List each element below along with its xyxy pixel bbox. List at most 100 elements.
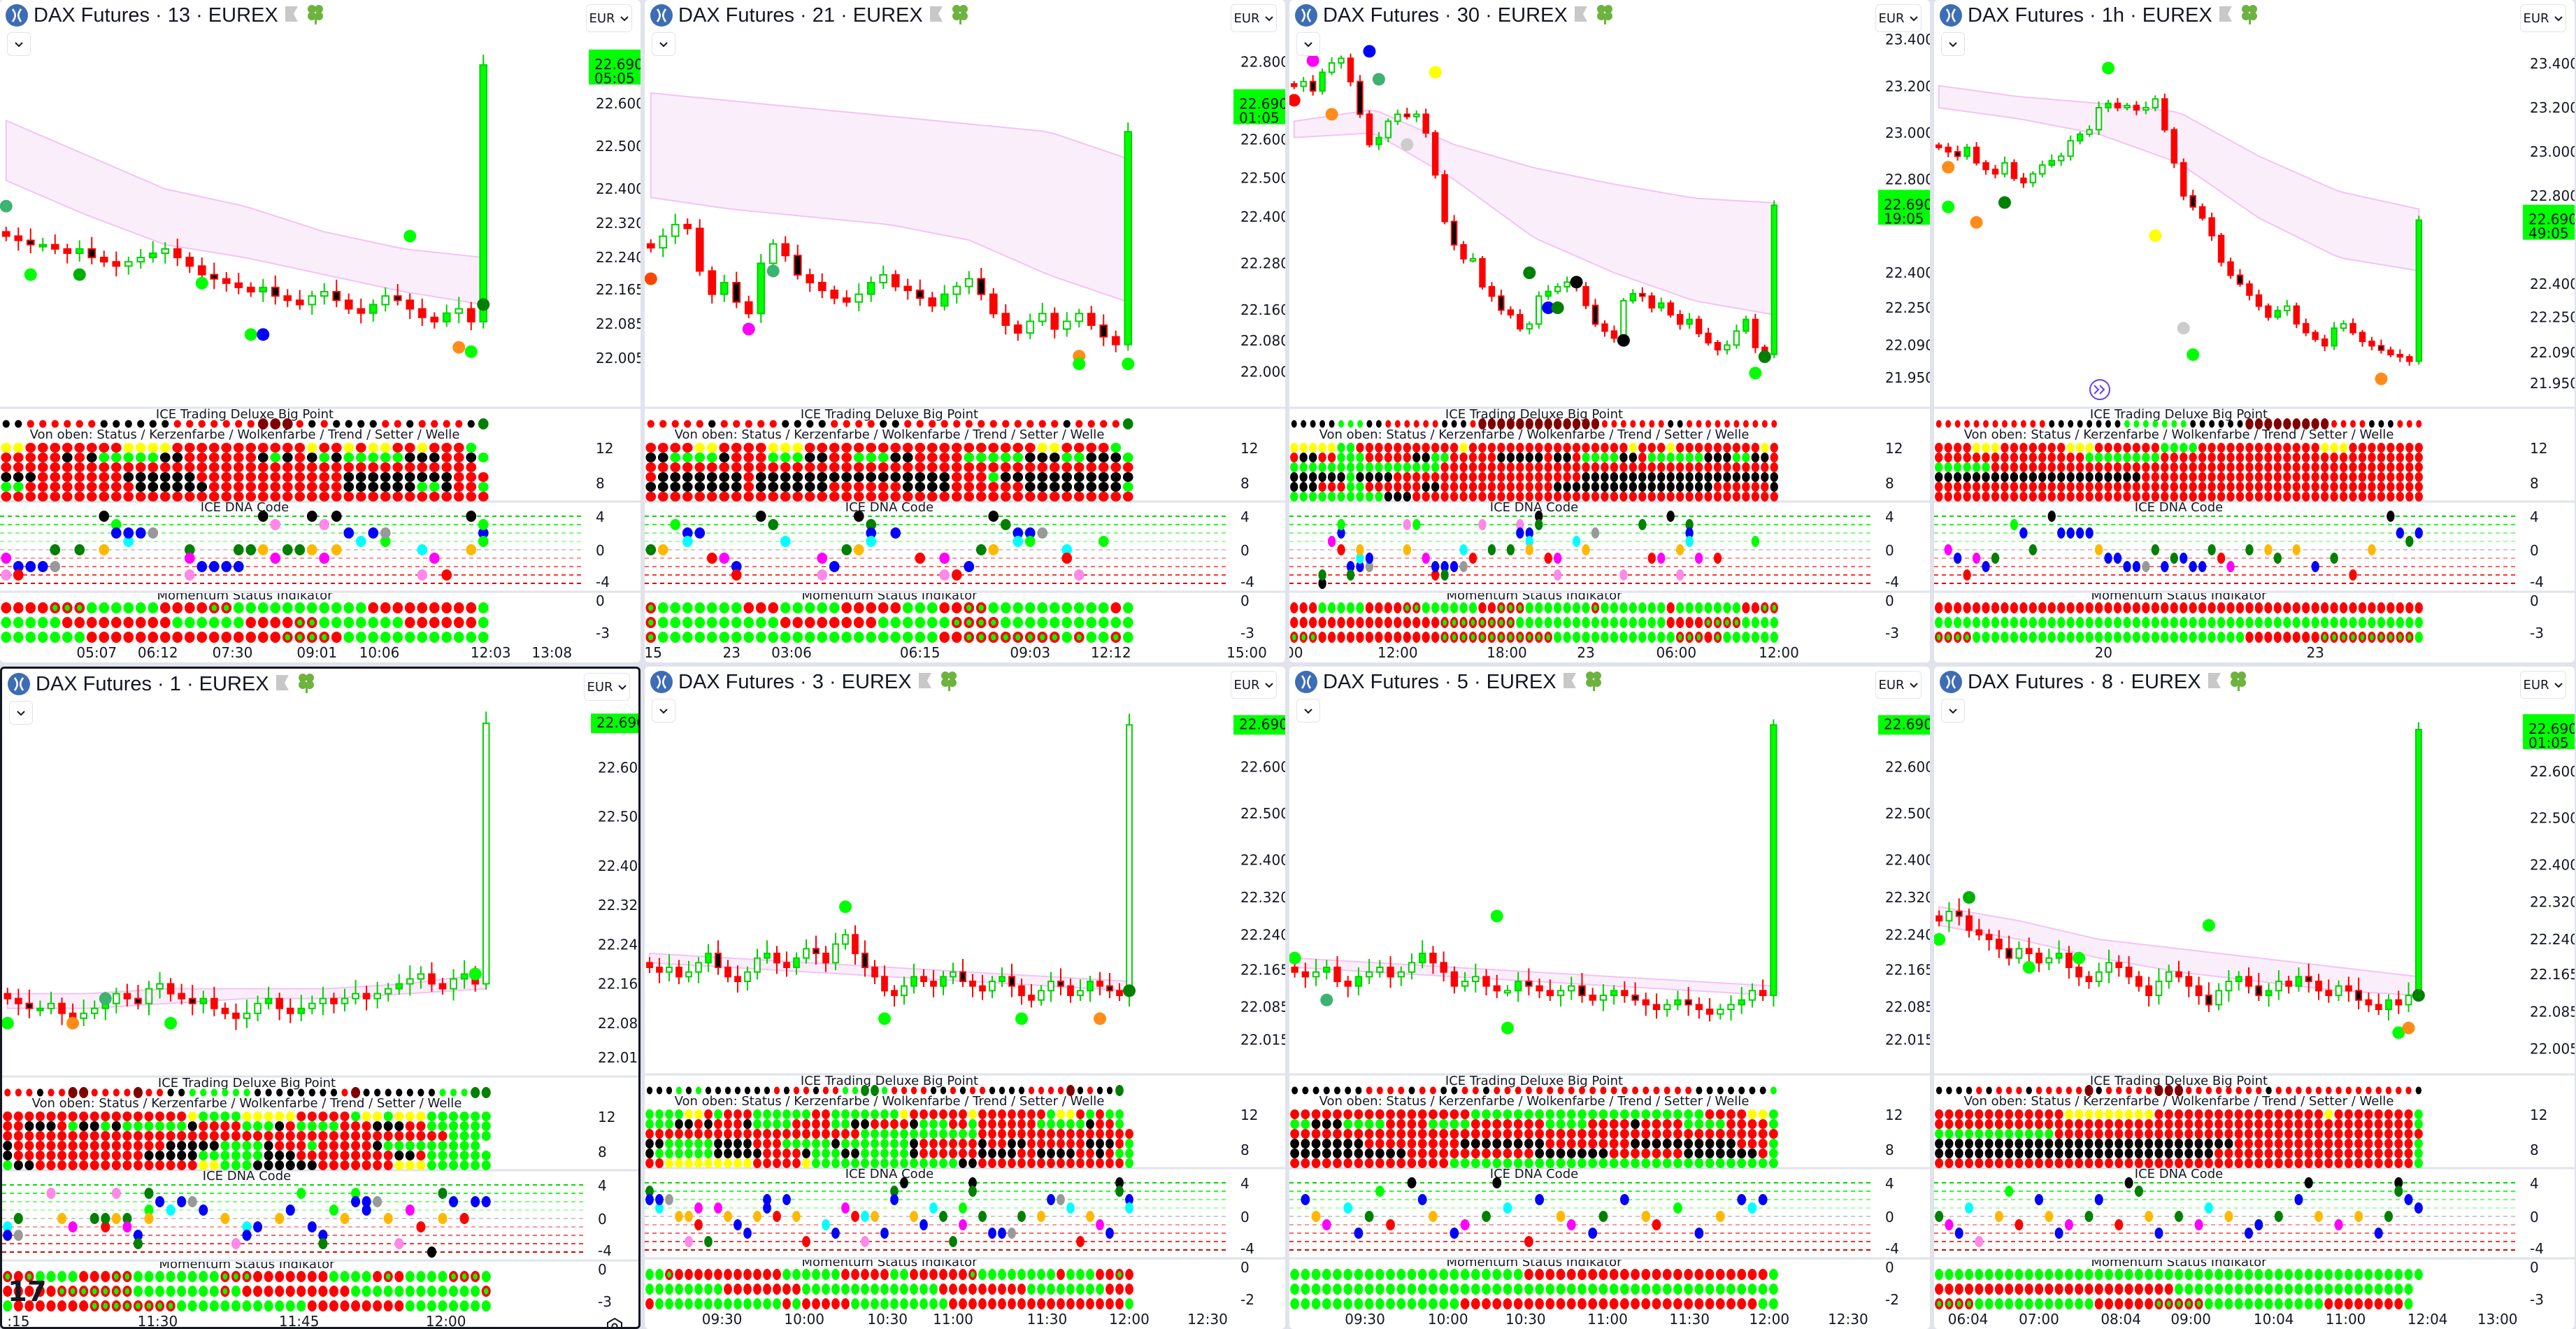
chart-panel[interactable]: DAX Futures · 5 · EUREX EUR 22.600 22.500 22… (1289, 667, 1930, 1329)
status-dot (318, 1121, 328, 1131)
status-dot (155, 1151, 165, 1160)
currency-button[interactable]: EUR (1875, 671, 1922, 699)
status-dot (1482, 1139, 1491, 1149)
chart-panel[interactable]: DAX Futures · 1 · EUREX EUR 22.600 22.500 22… (0, 667, 641, 1329)
flag-icon[interactable] (2218, 5, 2233, 26)
symbol-title[interactable]: DAX Futures · 8 · EUREX (1968, 670, 2201, 693)
status-dot (2105, 1139, 2113, 1149)
chart-canvas[interactable]: 23.40023.20023.00022.80022.40022.25022.0… (1934, 0, 2575, 662)
status-dot (1122, 462, 1133, 472)
collapse-legend-button[interactable] (652, 32, 675, 56)
price-pane[interactable] (2, 711, 490, 1030)
symbol-title[interactable]: DAX Futures · 30 · EUREX (1323, 3, 1568, 27)
price-pane[interactable] (1934, 722, 2425, 1039)
symbol-title[interactable]: DAX Futures · 5 · EUREX (1323, 670, 1557, 693)
chart-canvas[interactable]: 22.60022.50022.40022.32022.24022.16022.0… (2, 669, 641, 1329)
flag-icon[interactable] (275, 674, 290, 695)
status-dot (929, 1158, 938, 1168)
chart-canvas[interactable]: 22.60022.50022.40022.32022.24022.16522.0… (645, 667, 1285, 1329)
currency-button[interactable]: EUR (1231, 4, 1277, 32)
chart-canvas[interactable]: 22.60022.50022.40022.32022.24022.16522.0… (1934, 667, 2575, 1329)
status-dot (2377, 462, 2386, 472)
price-pane[interactable] (646, 713, 1136, 1025)
status-dot (743, 1109, 752, 1119)
clover-icon[interactable] (2228, 669, 2249, 695)
momentum-dot (2217, 632, 2226, 643)
dna-dot (2142, 561, 2150, 572)
candle (1403, 108, 1410, 120)
chart-canvas[interactable]: 22.80022.60022.50022.40022.28022.16022.0… (645, 0, 1285, 662)
dna-dot (306, 511, 317, 522)
status-dot (939, 1109, 947, 1119)
flag-icon[interactable] (929, 5, 944, 26)
momentum-dot (1723, 602, 1731, 613)
currency-button[interactable]: EUR (2520, 671, 2566, 699)
status-dot (1657, 443, 1666, 453)
momentum-dot (340, 1286, 350, 1297)
symbol-title[interactable]: DAX Futures · 21 · EUREX (678, 3, 923, 27)
dna-dot (1460, 1219, 1470, 1230)
symbol-title[interactable]: DAX Futures · 13 · EUREX (34, 3, 278, 27)
collapse-legend-button[interactable] (652, 699, 675, 723)
chart-panel[interactable]: DAX Futures · 13 · EUREX EUR 22.600 22.500 2… (0, 0, 641, 662)
time-tick-label: 12:30 (1187, 1311, 1228, 1328)
symbol-title[interactable]: DAX Futures · 1 · EUREX (36, 672, 269, 695)
currency-button[interactable]: EUR (584, 673, 630, 701)
chart-canvas[interactable]: 22.60022.50022.40022.32022.24022.16522.0… (0, 0, 641, 662)
scroll-to-realtime-button[interactable] (2089, 379, 2110, 400)
chart-panel[interactable]: DAX Futures · 3 · EUREX EUR 22.600 22.500 22… (645, 667, 1285, 1329)
status-dot (1354, 1158, 1364, 1168)
collapse-legend-button[interactable] (9, 701, 33, 725)
momentum-dot (478, 617, 489, 628)
momentum-dot (1450, 1284, 1459, 1295)
flag-icon[interactable] (284, 5, 299, 26)
collapse-legend-button[interactable] (1296, 699, 1320, 723)
flag-icon[interactable] (2207, 671, 2222, 692)
momentum-dot (2094, 602, 2103, 613)
symbol-title[interactable]: DAX Futures · 1h · EUREX (1968, 3, 2212, 27)
bigpoint-dot (1946, 1086, 1952, 1095)
currency-button[interactable]: EUR (1875, 4, 1922, 32)
collapse-legend-button[interactable] (1296, 32, 1320, 56)
clover-icon[interactable] (305, 3, 326, 28)
currency-button[interactable]: EUR (586, 4, 632, 32)
price-pane[interactable] (1935, 62, 2422, 385)
price-pane[interactable] (0, 55, 490, 358)
clover-icon[interactable] (1583, 669, 1604, 695)
chart-panel[interactable]: DAX Futures · 8 · EUREX EUR 22.600 22.500 22… (1934, 667, 2575, 1329)
candle (989, 976, 996, 998)
collapse-legend-button[interactable] (1941, 699, 1965, 723)
status-dot (1544, 453, 1552, 462)
dna-dot (2394, 1177, 2403, 1188)
collapse-legend-button[interactable] (7, 32, 31, 56)
momentum-dot (2066, 632, 2075, 643)
momentum-dot (46, 1271, 56, 1282)
flag-icon[interactable] (1573, 5, 1589, 26)
settings-hex-icon[interactable] (607, 1317, 622, 1329)
price-pane[interactable] (1289, 719, 1777, 1035)
collapse-legend-button[interactable] (1941, 32, 1965, 56)
clover-icon[interactable] (938, 669, 959, 695)
symbol-title[interactable]: DAX Futures · 3 · EUREX (678, 670, 912, 693)
clover-icon[interactable] (1594, 3, 1615, 28)
status-dot (724, 1129, 732, 1139)
status-dot (1506, 462, 1515, 472)
chart-canvas[interactable]: 23.40023.20023.00022.80022.40022.25022.0… (1289, 0, 1930, 662)
clover-icon[interactable] (950, 3, 971, 28)
price-pane[interactable] (645, 92, 1135, 371)
currency-button[interactable]: EUR (1231, 671, 1277, 699)
clover-icon[interactable] (2239, 3, 2260, 28)
chart-panel[interactable]: DAX Futures · 30 · EUREX EUR 23.400 23.200 2… (1289, 0, 1930, 662)
chart-panel[interactable]: DAX Futures · 21 · EUREX EUR 22.800 22.600 2… (645, 0, 1285, 662)
status-dot (1704, 472, 1712, 482)
flag-icon[interactable] (917, 671, 933, 692)
tradingview-logo[interactable]: 17 (8, 1276, 47, 1308)
momentum-dot-core (222, 1273, 228, 1280)
chart-panel[interactable]: DAX Futures · 1h · EUREX EUR 23.400 23.200 2… (1934, 0, 2575, 662)
currency-button[interactable]: EUR (2520, 4, 2566, 32)
clover-icon[interactable] (296, 671, 317, 697)
price-pane[interactable] (1289, 45, 1777, 380)
chart-canvas[interactable]: 22.60022.50022.40022.32022.24022.16522.0… (1289, 667, 1930, 1329)
bigpoint-dot (247, 420, 255, 428)
flag-icon[interactable] (1562, 671, 1577, 692)
